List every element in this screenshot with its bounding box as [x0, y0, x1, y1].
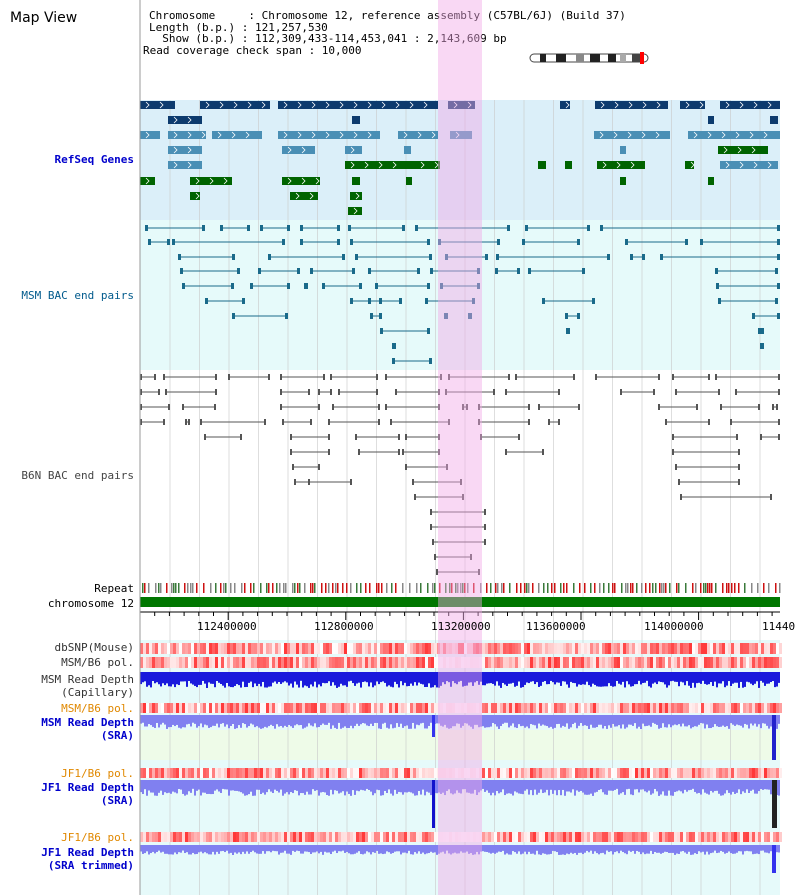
gene-feature[interactable]: [448, 101, 475, 109]
gene-feature[interactable]: [282, 146, 315, 154]
track-label-msm-b6-pol-2: MSM/B6 pol.: [61, 702, 134, 715]
track-label-jf1-depth-trim: JF1 Read Depth (SRA trimmed): [41, 846, 134, 872]
axis-tick-label: 113600000: [526, 620, 586, 633]
chromosome-info: Chromosome : Chromosome 12, reference as…: [149, 9, 626, 22]
gene-feature[interactable]: [168, 161, 202, 169]
gene-feature[interactable]: [168, 131, 206, 139]
track-label-jf1-b6-pol: JF1/B6 pol.: [61, 767, 134, 780]
repeat-track[interactable]: [142, 583, 781, 593]
gene-feature[interactable]: [708, 116, 714, 124]
gene-feature[interactable]: [168, 146, 202, 154]
depth-spike[interactable]: [772, 780, 777, 828]
gene-feature[interactable]: [290, 192, 318, 200]
track-label-msm-depth-capillary: MSM Read Depth (Capillary): [41, 673, 134, 699]
gene-feature[interactable]: [718, 146, 768, 154]
gene-feature[interactable]: [720, 101, 780, 109]
depth-spike[interactable]: [432, 715, 435, 737]
gene-feature[interactable]: [282, 177, 320, 185]
gene-feature[interactable]: [538, 161, 546, 169]
b6n-bac-track-bg: [140, 370, 780, 580]
track-label-msm-depth-sra: MSM Read Depth (SRA): [41, 716, 134, 742]
axis-tick-label: 112800000: [314, 620, 374, 633]
gene-feature[interactable]: [352, 116, 360, 124]
msm-bac-pairs[interactable]: [145, 225, 780, 364]
gene-feature[interactable]: [594, 131, 670, 139]
depth-spike[interactable]: [772, 845, 776, 873]
refseq-genes[interactable]: [140, 101, 780, 215]
axis-tick-label: 112400000: [197, 620, 257, 633]
gene-feature[interactable]: [190, 192, 200, 200]
track-label-b6n-bac: B6N BAC end pairs: [21, 469, 134, 482]
vertical-gridlines: [169, 100, 761, 895]
gene-feature[interactable]: [620, 177, 626, 185]
gene-feature[interactable]: [190, 177, 232, 185]
gene-feature[interactable]: [168, 116, 202, 124]
gene-feature[interactable]: [350, 192, 362, 200]
gene-feature[interactable]: [345, 161, 440, 169]
track-label-jf1-depth-sra: JF1 Read Depth (SRA): [41, 781, 134, 807]
msm-bac-track-bg: [140, 220, 780, 370]
axis-tick-label: 11440: [762, 620, 795, 633]
selected-region-highlight[interactable]: [438, 0, 482, 895]
region-info: Chromosome : Chromosome 12, reference as…: [143, 9, 626, 56]
gene-feature[interactable]: [200, 101, 270, 109]
track-label-msm-b6-pol: MSM/B6 pol.: [61, 656, 134, 669]
gene-feature[interactable]: [406, 177, 412, 185]
gene-feature[interactable]: [404, 161, 412, 169]
chromosome-bar[interactable]: [140, 597, 780, 607]
gene-feature[interactable]: [620, 146, 626, 154]
gene-feature[interactable]: [398, 131, 438, 139]
coverage-span-info: Read coverage check span : 10,000: [143, 43, 362, 57]
track-label-repeat: Repeat: [94, 582, 134, 595]
gene-feature[interactable]: [597, 161, 645, 169]
polymorphism-heat-tracks[interactable]: [140, 643, 782, 842]
axis-tick-label: 113200000: [431, 620, 491, 633]
gene-feature[interactable]: [212, 131, 262, 139]
gene-feature[interactable]: [680, 101, 705, 109]
gene-feature[interactable]: [450, 131, 472, 139]
gene-feature[interactable]: [278, 101, 438, 109]
axis-ticks: [139, 612, 773, 620]
gene-feature[interactable]: [770, 116, 778, 124]
track-label-chromosome: chromosome 12: [47, 597, 134, 610]
gene-feature[interactable]: [708, 177, 714, 185]
ideogram-position-marker: [640, 52, 644, 64]
gene-feature[interactable]: [140, 131, 160, 139]
gene-feature[interactable]: [140, 101, 175, 109]
gene-feature[interactable]: [560, 101, 570, 109]
depth-spike[interactable]: [772, 715, 776, 760]
axis-tick-label: 114000000: [644, 620, 704, 633]
b6n-bac-pairs[interactable]: [140, 374, 780, 575]
gene-feature[interactable]: [685, 161, 694, 169]
gene-feature[interactable]: [404, 146, 411, 154]
gene-feature[interactable]: [140, 177, 155, 185]
gene-feature[interactable]: [352, 177, 360, 185]
track-label-msm-bac: MSM BAC end pairs: [21, 289, 134, 302]
read-depth-tracks[interactable]: [140, 672, 780, 873]
length-info: Length (b.p.) : 121,257,530: [149, 20, 328, 34]
gene-feature[interactable]: [348, 207, 362, 215]
page-title: Map View: [10, 10, 78, 26]
gene-feature[interactable]: [565, 161, 572, 169]
track-label-dbsnp: dbSNP(Mouse): [54, 641, 134, 654]
refseq-track-bg: [140, 100, 780, 220]
gene-feature[interactable]: [688, 131, 780, 139]
gene-feature[interactable]: [720, 161, 778, 169]
show-range-info: Show (b.p.) : 112,309,433-114,453,041 : …: [149, 32, 507, 45]
depth-spike[interactable]: [432, 780, 435, 828]
track-label-jf1-b6-pol-2: JF1/B6 pol.: [61, 831, 134, 844]
chromosome-ideogram[interactable]: [528, 52, 653, 64]
track-label-refseq: RefSeq Genes: [54, 153, 134, 166]
